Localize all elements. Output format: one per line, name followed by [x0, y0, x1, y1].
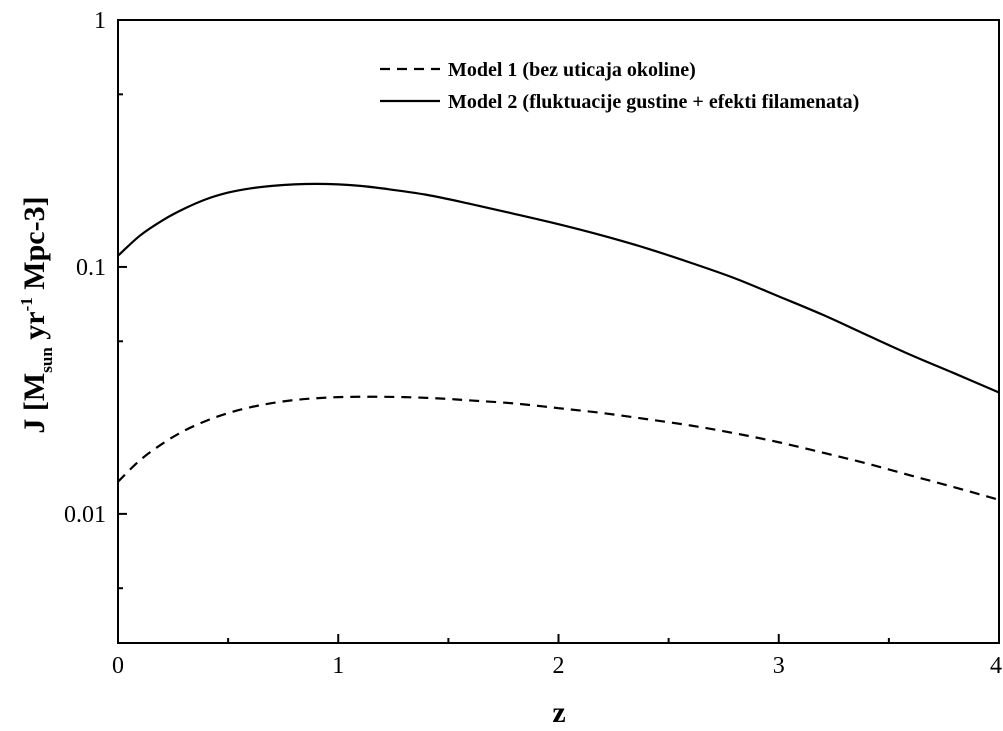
y-axis-title: J [Msun yr-1 Mpc-3]: [17, 196, 56, 433]
y-tick-label: 0.1: [76, 255, 106, 281]
y-axis-title-prefix: J [M: [18, 373, 51, 434]
x-tick-label: 0: [112, 653, 124, 679]
plot-area: [117, 19, 1000, 644]
y-tick-label: 0.01: [64, 502, 106, 528]
y-axis-title-superscript: -1: [17, 297, 36, 311]
legend: Model 1 (bez uticaja okoline) Model 2 (fl…: [380, 59, 859, 113]
y-axis-title-mid: yr: [18, 311, 51, 347]
y-tick-label: 1: [94, 8, 106, 34]
x-axis-title: z: [552, 696, 565, 729]
series-line-1: [117, 395, 1000, 501]
x-tick-label: 4: [990, 653, 1002, 679]
legend-label-2: Model 2 (fluktuacije gustine + efekti fi…: [448, 91, 859, 113]
series-line-2: [117, 182, 1000, 394]
x-tick-label: 2: [553, 653, 565, 679]
series-layer: [117, 182, 1000, 501]
axis-ticks: 0 1 2 3 4 0.01 0.1 1: [64, 8, 1002, 679]
legend-label-1: Model 1 (bez uticaja okoline): [448, 59, 696, 81]
plot-frame: [117, 19, 1000, 644]
x-tick-label: 3: [773, 653, 785, 679]
y-axis-title-subscript: sun: [37, 347, 56, 373]
x-tick-label: 1: [332, 653, 344, 679]
y-axis-title-suffix: Mpc-3]: [18, 196, 51, 297]
